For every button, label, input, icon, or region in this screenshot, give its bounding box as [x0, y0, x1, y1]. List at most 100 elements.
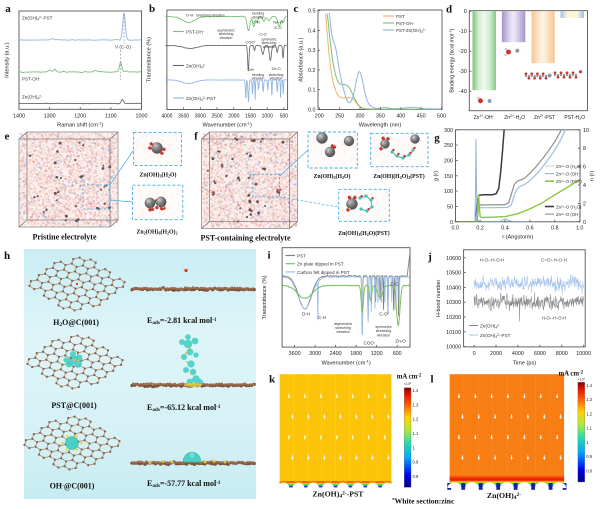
svg-text:1.4: 1.4 [586, 383, 592, 388]
svg-text:1200: 1200 [371, 351, 383, 357]
svg-text:0.3: 0.3 [308, 48, 316, 54]
svg-text:10600: 10600 [446, 256, 461, 262]
svg-text:H-bond number: H-bond number [436, 279, 442, 317]
svg-text:0.2: 0.2 [308, 68, 316, 74]
svg-text:n (r): n (r) [590, 171, 596, 181]
svg-text:Pristine electrolyte: Pristine electrolyte [32, 233, 96, 242]
svg-text:Zn2(OH)6(H2O)2: Zn2(OH)6(H2O)2 [136, 229, 177, 236]
svg-text:10300: 10300 [446, 300, 461, 306]
svg-text:0: 0 [473, 351, 476, 357]
svg-text:0.4: 0.4 [308, 29, 316, 35]
svg-text:asymmetric: asymmetric [217, 29, 235, 33]
svg-text:4000: 4000 [512, 351, 524, 357]
svg-text:0.8: 0.8 [413, 474, 419, 479]
svg-text:1200: 1200 [74, 114, 86, 120]
svg-text:Zn2+-H2O: Zn2+-H2O [504, 114, 525, 121]
svg-text:0.0: 0.0 [308, 108, 316, 114]
svg-text:1000: 1000 [136, 114, 148, 120]
svg-text:0.4: 0.4 [501, 226, 509, 232]
svg-text:6: 6 [583, 165, 586, 171]
svg-text:Zn(OH)42--PST: Zn(OH)42--PST [186, 96, 216, 102]
svg-text:10000: 10000 [446, 345, 461, 351]
svg-text:250: 250 [335, 114, 344, 120]
svg-text:O-H: O-H [252, 20, 259, 25]
svg-text:g (r): g (r) [434, 171, 440, 181]
svg-text:H2O@C(001): H2O@C(001) [53, 318, 99, 328]
svg-text:0.0: 0.0 [451, 226, 459, 232]
svg-text:Zn(OH)(H2O)2(PST): Zn(OH)(H2O)2(PST) [373, 173, 424, 180]
svg-text:Carbon felt dipped in PST: Carbon felt dipped in PST [297, 270, 350, 275]
svg-text:1.2: 1.2 [413, 417, 419, 422]
svg-text:vibration: vibration [270, 77, 283, 81]
svg-text:Zn(OH)42-: Zn(OH)42- [487, 491, 521, 501]
svg-text:0.5: 0.5 [308, 9, 316, 15]
svg-text:symmetric: symmetric [261, 38, 277, 42]
svg-text:3000: 3000 [195, 114, 206, 120]
svg-text:×102: ×102 [404, 382, 412, 386]
svg-text:450: 450 [417, 114, 426, 120]
svg-text:Zn2+-O (OH-): Zn2+-O (OH-) [556, 212, 581, 217]
svg-text:Transmittance (%): Transmittance (%) [262, 275, 268, 319]
svg-text:-20: -20 [459, 49, 467, 55]
svg-text:PST: PST [297, 254, 306, 259]
svg-text:6000: 6000 [534, 351, 546, 357]
svg-text:symmetric: symmetric [375, 325, 392, 329]
svg-text:10500: 10500 [446, 271, 461, 277]
svg-text:1800: 1800 [350, 351, 362, 357]
svg-text:500: 500 [437, 114, 446, 120]
svg-text:1.1: 1.1 [413, 431, 419, 436]
svg-text:stretching: stretching [376, 329, 392, 333]
svg-text:1000: 1000 [262, 114, 273, 120]
svg-text:3600: 3600 [289, 351, 301, 357]
svg-text:10400: 10400 [446, 285, 461, 291]
svg-text:Zn(OH)42-: Zn(OH)42- [480, 323, 500, 329]
svg-text:1300: 1300 [44, 114, 56, 120]
svg-text:Zn2+-O (PST): Zn2+-O (PST) [556, 179, 582, 184]
svg-text:Zn2+-OH-: Zn2+-OH- [474, 114, 495, 121]
svg-text:-10: -10 [459, 29, 467, 35]
svg-text:0.2: 0.2 [476, 226, 484, 232]
svg-text:Zn(OH)3(H2O)(PST): Zn(OH)3(H2O)(PST) [338, 230, 390, 237]
svg-text:Zn(OH)42--PST: Zn(OH)42--PST [480, 333, 511, 339]
svg-text:PST-containing electrolyte: PST-containing electrolyte [201, 234, 291, 243]
svg-text:OH-@C(001): OH-@C(001) [50, 482, 95, 491]
svg-text:2: 2 [583, 201, 586, 207]
svg-text:100: 100 [444, 189, 453, 195]
svg-text:Zn2+-O (OH-): Zn2+-O (OH-) [556, 171, 581, 176]
svg-text:1500: 1500 [245, 114, 256, 120]
svg-text:10000: 10000 [576, 351, 591, 357]
svg-text:Transmittance (%): Transmittance (%) [147, 37, 153, 83]
svg-text:1.3: 1.3 [413, 403, 419, 408]
svg-text:1100: 1100 [105, 114, 117, 120]
svg-text:200: 200 [315, 114, 324, 120]
svg-text:H-O--H-O-H: H-O--H-O-H [542, 316, 567, 321]
svg-text:×102: ×102 [578, 377, 586, 381]
svg-text:O-H: O-H [186, 13, 193, 18]
svg-text:stretching: stretching [262, 41, 277, 45]
svg-text:2000: 2000 [228, 114, 239, 120]
svg-text:COO-: COO- [245, 39, 255, 44]
svg-text:V (C-O): V (C-O) [115, 45, 131, 50]
svg-text:10100: 10100 [446, 330, 461, 336]
svg-text:Zn(OH)42-: Zn(OH)42- [186, 63, 206, 69]
svg-text:vibration: vibration [252, 15, 265, 19]
svg-text:1: 1 [413, 445, 416, 450]
svg-text:0.1: 0.1 [308, 88, 316, 94]
svg-text:0.8: 0.8 [551, 226, 559, 232]
svg-text:Wavenumber (cm-1): Wavenumber (cm-1) [321, 359, 370, 367]
svg-text:Zn2+-PST: Zn2+-PST [534, 114, 555, 121]
svg-text:2400: 2400 [330, 351, 342, 357]
svg-text:Zn-O: Zn-O [395, 338, 406, 343]
svg-text:*White section:zinc: *White section:zinc [392, 497, 455, 506]
svg-text:Eads=-57.77 kcal mol-1: Eads=-57.77 kcal mol-1 [147, 479, 221, 489]
svg-text:2500: 2500 [211, 114, 222, 120]
svg-text:PST-Zn(OH)42-: PST-Zn(OH)42- [396, 28, 426, 34]
svg-text:8000: 8000 [556, 351, 568, 357]
svg-text:350: 350 [376, 114, 385, 120]
svg-text:vibration: vibration [377, 333, 391, 337]
svg-text:3500: 3500 [178, 114, 189, 120]
svg-text:1.0: 1.0 [576, 226, 584, 232]
svg-text:PST@C(001): PST@C(001) [51, 401, 97, 410]
svg-text:0.9: 0.9 [413, 460, 419, 465]
svg-text:8: 8 [583, 146, 586, 152]
